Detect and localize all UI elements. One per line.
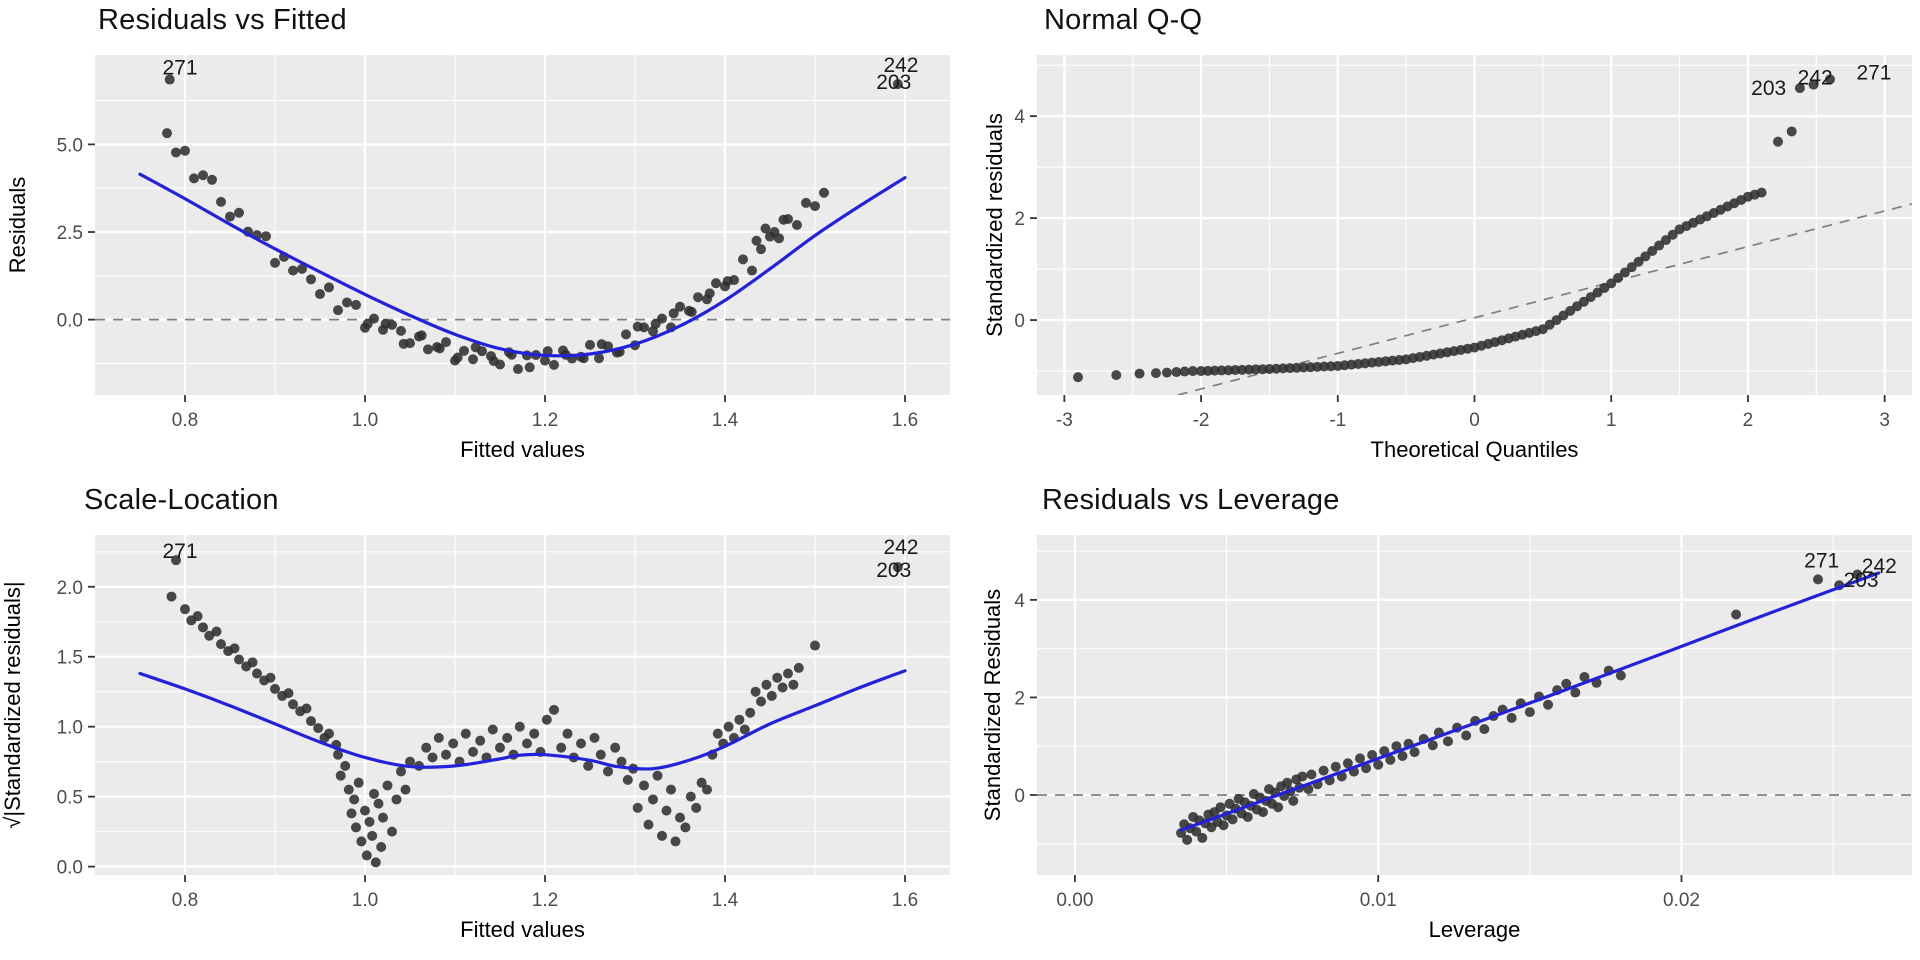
svg-text:2: 2 <box>1014 209 1025 230</box>
svg-text:-3: -3 <box>1056 410 1073 431</box>
panel-title-normal-qq: Normal Q-Q <box>1044 4 1203 36</box>
panel-scale-location: Scale-Location 271 242 203 0.8 1.0 1.2 1.4 1.6 0… <box>0 480 960 960</box>
svg-text:Leverage: Leverage <box>1429 917 1521 942</box>
svg-text:√|Standardized residuals|: √|Standardized residuals| <box>0 581 25 828</box>
normal-qq-plot: 203 242 271 -3 -2 -1 0 1 2 3 0 2 4 Theoretical Quanti… <box>982 55 1912 462</box>
svg-text:0: 0 <box>1014 786 1025 807</box>
svg-text:0.8: 0.8 <box>172 410 198 431</box>
svg-text:1.4: 1.4 <box>712 890 739 911</box>
svg-text:Fitted values: Fitted values <box>460 437 585 462</box>
panel-residuals-vs-leverage: Residuals vs Leverage 271 242 203 0.00 0.01 0… <box>960 480 1920 960</box>
svg-text:Residuals: Residuals <box>5 177 30 274</box>
svg-text:4: 4 <box>1014 591 1025 612</box>
svg-text:203: 203 <box>876 71 911 94</box>
svg-text:2: 2 <box>1743 410 1754 431</box>
svg-text:0.8: 0.8 <box>172 890 198 911</box>
svg-text:1.6: 1.6 <box>892 890 918 911</box>
svg-text:242: 242 <box>883 54 918 77</box>
svg-text:Theoretical Quantiles: Theoretical Quantiles <box>1371 437 1579 462</box>
svg-text:1.2: 1.2 <box>532 410 558 431</box>
panel-title-residuals-vs-leverage: Residuals vs Leverage <box>1042 484 1340 516</box>
svg-text:2.0: 2.0 <box>57 578 83 599</box>
svg-text:3: 3 <box>1879 410 1890 431</box>
svg-text:0.01: 0.01 <box>1360 890 1397 911</box>
panel-title-residuals-vs-fitted: Residuals vs Fitted <box>98 4 347 36</box>
svg-text:0: 0 <box>1469 410 1480 431</box>
svg-text:1.0: 1.0 <box>352 890 378 911</box>
svg-text:203: 203 <box>1751 77 1786 100</box>
svg-text:271: 271 <box>1804 550 1839 573</box>
svg-text:271: 271 <box>163 56 198 79</box>
svg-text:0.02: 0.02 <box>1663 890 1700 911</box>
svg-text:203: 203 <box>876 559 911 582</box>
svg-text:Fitted values: Fitted values <box>460 917 585 942</box>
svg-text:-2: -2 <box>1193 410 1210 431</box>
svg-text:242: 242 <box>883 536 918 559</box>
svg-text:0.00: 0.00 <box>1056 890 1093 911</box>
svg-text:1.6: 1.6 <box>892 410 918 431</box>
svg-text:1.2: 1.2 <box>532 890 558 911</box>
svg-text:-1: -1 <box>1329 410 1346 431</box>
svg-text:1.4: 1.4 <box>712 410 739 431</box>
svg-text:2.5: 2.5 <box>57 223 83 244</box>
svg-text:0: 0 <box>1014 311 1025 332</box>
svg-text:1: 1 <box>1606 410 1617 431</box>
svg-text:1.0: 1.0 <box>352 410 378 431</box>
panel-residuals-vs-fitted: Residuals vs Fitted 271 242 203 0.8 1.0 1.2 1.… <box>0 0 960 480</box>
svg-text:0.0: 0.0 <box>57 311 83 332</box>
svg-text:1.0: 1.0 <box>57 718 83 739</box>
panel-title-scale-location: Scale-Location <box>84 484 279 516</box>
svg-text:242: 242 <box>1862 555 1897 578</box>
panel-normal-qq: Normal Q-Q 203 242 271 -3 -2 -1 0 1 2 3 0 2 4 Theoret… <box>960 0 1920 480</box>
svg-text:271: 271 <box>163 540 198 563</box>
svg-text:1.5: 1.5 <box>57 648 83 669</box>
svg-text:271: 271 <box>1856 61 1891 84</box>
svg-text:2: 2 <box>1014 688 1025 709</box>
svg-text:5.0: 5.0 <box>57 135 83 156</box>
svg-text:Standardized residuals: Standardized residuals <box>982 113 1007 337</box>
svg-text:242: 242 <box>1798 67 1833 90</box>
svg-text:4: 4 <box>1014 107 1025 128</box>
svg-text:203: 203 <box>1844 569 1879 592</box>
svg-text:Standardized Residuals: Standardized Residuals <box>980 589 1005 821</box>
svg-text:0.5: 0.5 <box>57 788 83 809</box>
svg-text:0.0: 0.0 <box>57 858 83 879</box>
